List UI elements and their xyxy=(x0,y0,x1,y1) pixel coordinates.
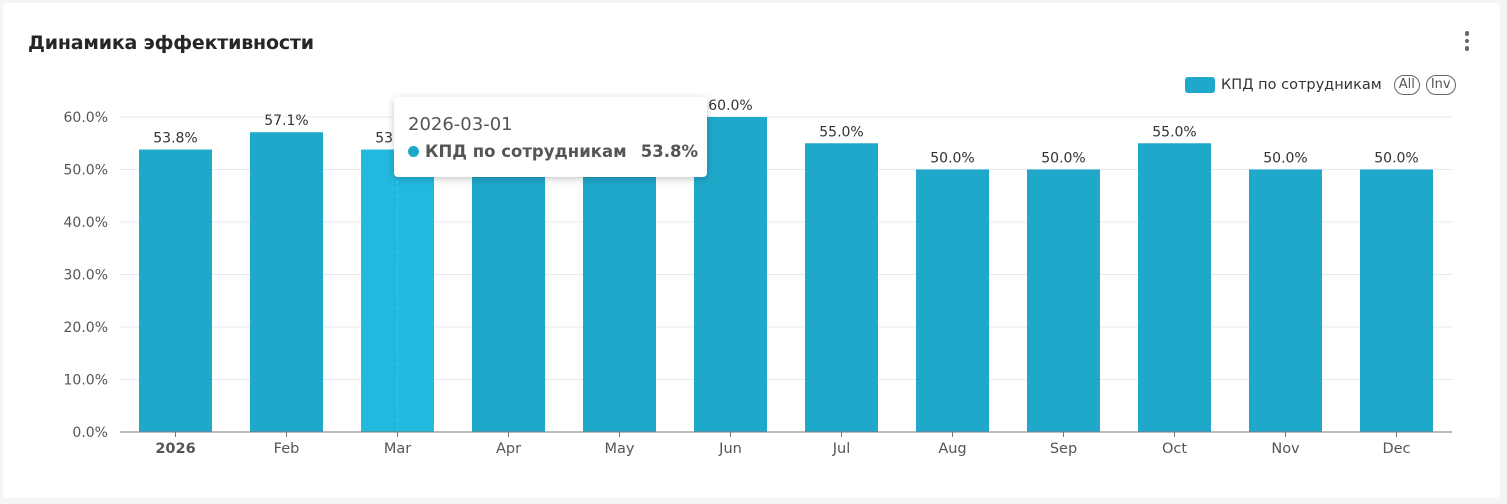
more-options-icon[interactable] xyxy=(1460,31,1474,57)
bar[interactable] xyxy=(1360,169,1433,433)
bar[interactable] xyxy=(805,143,878,432)
y-tick-label: 10.0% xyxy=(64,373,108,389)
x-tick-label: May xyxy=(605,441,635,457)
data-label: 50.0% xyxy=(1374,151,1418,167)
data-label: 55.0% xyxy=(819,124,863,140)
data-label: 57.1% xyxy=(264,113,308,129)
y-tick-label: 30.0% xyxy=(64,268,108,284)
tooltip-date: 2026-03-01 xyxy=(408,114,513,135)
x-tick-label: Mar xyxy=(384,441,411,457)
tooltip-series-dot xyxy=(408,146,419,157)
legend-swatch[interactable] xyxy=(1185,77,1215,93)
tooltip: 2026-03-01 КПД по сотрудникам 53.8% xyxy=(394,97,707,177)
x-tick-label: Jun xyxy=(718,441,742,457)
data-label: 53.8% xyxy=(153,131,197,147)
x-tick-label: Apr xyxy=(496,441,521,457)
y-tick-label: 50.0% xyxy=(64,163,108,179)
bar[interactable] xyxy=(472,149,545,433)
bar[interactable] xyxy=(1249,169,1322,433)
x-tick-label: 2026 xyxy=(155,441,195,457)
tooltip-row: КПД по сотрудникам 53.8% xyxy=(408,142,698,161)
y-tick-label: 40.0% xyxy=(64,215,108,231)
bar[interactable] xyxy=(916,169,989,433)
tooltip-value: 53.8% xyxy=(640,142,698,161)
x-tick-label: Nov xyxy=(1271,441,1300,457)
bar[interactable] xyxy=(1027,169,1100,433)
data-label: 50.0% xyxy=(1041,151,1085,167)
legend-inv-button[interactable]: Inv xyxy=(1425,75,1456,95)
x-tick-label: Sep xyxy=(1050,441,1077,457)
data-label: 50.0% xyxy=(930,151,974,167)
legend-all-button[interactable]: All xyxy=(1393,75,1420,95)
y-tick-label: 0.0% xyxy=(72,425,108,441)
bar[interactable] xyxy=(583,149,656,433)
chart-legend: КПД по сотрудникам All Inv xyxy=(1185,74,1462,96)
y-tick-label: 20.0% xyxy=(64,320,108,336)
data-label: 60.0% xyxy=(708,98,752,114)
bar[interactable] xyxy=(1138,143,1211,432)
y-tick-label: 60.0% xyxy=(64,110,108,126)
x-tick-label: Dec xyxy=(1382,441,1410,457)
bar[interactable] xyxy=(250,132,323,432)
bar[interactable] xyxy=(361,149,434,433)
x-tick-label: Feb xyxy=(274,441,300,457)
x-tick-label: Jul xyxy=(832,441,851,457)
data-label: 55.0% xyxy=(1152,124,1196,140)
card-title: Динамика эффективности xyxy=(28,32,314,54)
bar[interactable] xyxy=(139,149,212,433)
tooltip-series-name: КПД по сотрудникам xyxy=(425,142,627,161)
x-tick-label: Aug xyxy=(938,441,966,457)
data-label: 50.0% xyxy=(1263,151,1307,167)
legend-series-label[interactable]: КПД по сотрудникам xyxy=(1221,77,1382,93)
x-tick-label: Oct xyxy=(1162,441,1187,457)
